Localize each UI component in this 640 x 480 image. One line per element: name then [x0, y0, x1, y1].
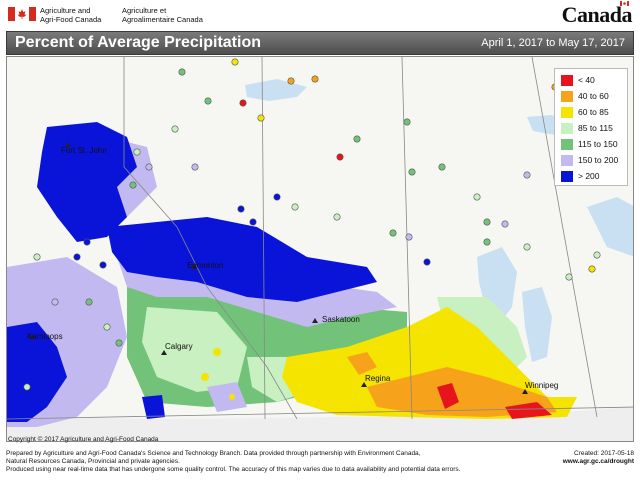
legend-swatch [561, 107, 573, 118]
header: Agriculture and Agri-Food Canada Agricul… [0, 0, 640, 30]
city-markers [29, 142, 528, 394]
legend-swatch [561, 91, 573, 102]
department-name-en: Agriculture and Agri-Food Canada [40, 6, 102, 24]
footer-line: Prepared by Agriculture and Agri-Food Ca… [6, 450, 421, 457]
city-label: Calgary [165, 342, 193, 351]
precipitation-map: Fort St. John Edmonton Saskatoon Calgary… [6, 56, 634, 442]
website-link[interactable]: www.agr.gc.ca/drought [562, 458, 634, 465]
city-label: Fort St. John [61, 146, 107, 155]
city-label: Kamloops [27, 332, 63, 341]
footer-line: Natural Resources Canada, Provincial and… [6, 458, 180, 465]
city-label: Saskatoon [322, 315, 360, 324]
date-range: April 1, 2017 to May 17, 2017 [481, 37, 625, 49]
map-canvas: Fort St. John Edmonton Saskatoon Calgary… [7, 57, 633, 441]
canada-wordmark: Canada [561, 1, 633, 27]
legend-swatch [561, 75, 573, 86]
legend-swatch [561, 123, 573, 134]
city-label: Regina [365, 374, 391, 383]
footer-line: Produced using near real-time data that … [6, 466, 461, 473]
wordmark-flag-icon [620, 1, 629, 6]
created-date: Created: 2017-05-18 [574, 450, 634, 457]
legend: < 40 40 to 60 60 to 85 85 to 115 115 to … [554, 68, 628, 186]
city-label: Edmonton [187, 261, 223, 270]
map-title: Percent of Average Precipitation [15, 34, 261, 51]
canada-flag-icon [8, 7, 36, 21]
legend-swatch [561, 139, 573, 150]
legend-swatch [561, 155, 573, 166]
copyright: Copyright © 2017 Agriculture and Agri-Fo… [8, 436, 159, 443]
department-name-fr: Agriculture et Agroalimentaire Canada [122, 6, 203, 24]
legend-swatch [561, 171, 573, 182]
city-label: Winnipeg [525, 381, 558, 390]
title-bar: Percent of Average Precipitation April 1… [6, 31, 634, 55]
